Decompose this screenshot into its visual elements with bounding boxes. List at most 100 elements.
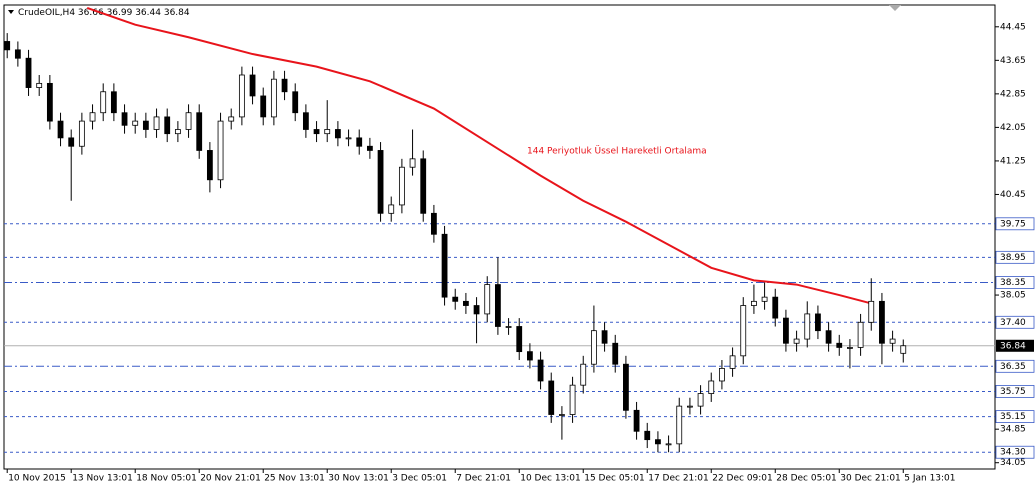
level-label-box bbox=[995, 359, 1035, 373]
candle-body bbox=[281, 78, 288, 93]
candle-body bbox=[687, 405, 693, 408]
ohlc-high: 36.99 bbox=[107, 8, 133, 18]
candle-body bbox=[740, 305, 747, 357]
candle-body bbox=[633, 409, 640, 432]
candle-body bbox=[132, 120, 139, 126]
candle-body bbox=[238, 74, 245, 118]
moving-average bbox=[86, 6, 872, 305]
candle-body bbox=[68, 137, 75, 147]
candle-body bbox=[324, 129, 331, 135]
candle-body bbox=[36, 82, 43, 88]
candle-body bbox=[313, 129, 320, 135]
candle-body bbox=[153, 116, 160, 130]
candle-body bbox=[494, 284, 501, 327]
header: CrudeOIL,H4 36.66 36.99 36.44 36.84 bbox=[8, 8, 190, 18]
x-tick-label: 10 Dec 13:01 bbox=[520, 474, 581, 484]
candle-body bbox=[462, 300, 469, 306]
y-tick-label: 43.65 bbox=[1000, 56, 1026, 66]
candle-body bbox=[889, 338, 896, 344]
candle-body bbox=[110, 91, 117, 114]
ohlc-low: 36.44 bbox=[135, 8, 161, 18]
candle-body bbox=[623, 363, 629, 411]
y-tick-label: 42.05 bbox=[1000, 123, 1026, 133]
current-price-box bbox=[996, 339, 1034, 352]
level-label-box bbox=[995, 315, 1035, 329]
candle-body bbox=[25, 57, 32, 88]
candle-body bbox=[249, 74, 256, 97]
candle-body bbox=[729, 355, 736, 369]
x-tick-label: 18 Nov 05:01 bbox=[136, 474, 197, 484]
level-label: 37.40 bbox=[1000, 318, 1026, 328]
menu-arrow bbox=[8, 10, 14, 14]
level-label-box bbox=[995, 410, 1035, 424]
x-tick-label: 7 Dec 21:01 bbox=[456, 474, 511, 484]
x-tick-label: 30 Dec 21:01 bbox=[840, 474, 901, 484]
x-tick-label: 15 Dec 05:01 bbox=[584, 474, 645, 484]
candle-body bbox=[142, 120, 149, 130]
candle-body bbox=[516, 326, 523, 353]
candle-body bbox=[473, 305, 480, 315]
x-tick-label: 10 Nov 2015 bbox=[8, 474, 66, 484]
candle-body bbox=[644, 430, 651, 441]
candle-body bbox=[78, 120, 85, 147]
candle-body bbox=[452, 296, 459, 302]
x-tick-label: 28 Dec 05:01 bbox=[776, 474, 837, 484]
candle-body bbox=[441, 233, 448, 298]
candle-body bbox=[366, 145, 373, 151]
candle-body bbox=[377, 150, 384, 214]
level-label: 38.35 bbox=[1000, 278, 1026, 288]
ohlc-open: 36.66 bbox=[78, 8, 104, 18]
candle-body bbox=[206, 150, 213, 181]
candle-body bbox=[14, 49, 21, 59]
candle-body bbox=[484, 284, 491, 315]
candle-body bbox=[334, 129, 341, 139]
candle-body bbox=[825, 330, 832, 344]
candle-body bbox=[505, 326, 512, 328]
level-label: 39.75 bbox=[1000, 219, 1026, 229]
candle-body bbox=[46, 82, 53, 122]
candle-body bbox=[708, 380, 715, 394]
x-tick-label: 30 Nov 13:01 bbox=[328, 474, 389, 484]
x-tick-label: 13 Nov 13:01 bbox=[72, 474, 133, 484]
level-label-box bbox=[995, 276, 1035, 289]
candle-body bbox=[270, 78, 277, 118]
candle-body bbox=[868, 300, 875, 323]
candle-body bbox=[302, 112, 309, 130]
candle-body bbox=[847, 347, 853, 349]
candle-body bbox=[655, 439, 661, 445]
level-label: 38.95 bbox=[1000, 253, 1026, 263]
ohlc-close: 36.84 bbox=[164, 8, 190, 18]
y-tick-label: 44.45 bbox=[1000, 22, 1026, 32]
candle-body bbox=[761, 296, 768, 302]
candle-body bbox=[121, 112, 128, 126]
candle-body bbox=[665, 443, 672, 446]
candle-body bbox=[260, 95, 267, 118]
level-label: 35.75 bbox=[1000, 387, 1026, 397]
candle-body bbox=[356, 137, 363, 147]
candle-body bbox=[559, 414, 565, 416]
candle-body bbox=[388, 204, 395, 214]
x-tick-label: 3 Dec 05:01 bbox=[392, 474, 447, 484]
candle-body bbox=[420, 158, 427, 214]
candle-body bbox=[89, 112, 96, 122]
candle-body bbox=[100, 91, 107, 114]
annotation: 144 Periyotluk Üssel Hareketli Ortalama bbox=[527, 146, 707, 157]
x-tick-label: 22 Dec 09:01 bbox=[712, 474, 773, 484]
level-label-box bbox=[995, 445, 1035, 459]
candle-body bbox=[772, 296, 779, 319]
candle-body bbox=[783, 317, 789, 344]
candle-body bbox=[591, 330, 597, 365]
candle-body bbox=[580, 363, 587, 386]
level-label: 35.15 bbox=[1000, 412, 1026, 422]
candle-body bbox=[719, 368, 725, 382]
y-tick-label: 41.25 bbox=[1000, 156, 1026, 166]
candle-body bbox=[185, 112, 192, 130]
candle-body bbox=[793, 338, 800, 344]
plot-frame bbox=[3, 4, 996, 470]
candle-body bbox=[548, 380, 555, 415]
level-label-box bbox=[995, 385, 1035, 398]
candle-body bbox=[164, 116, 171, 135]
y-tick-label: 34.05 bbox=[1000, 458, 1026, 468]
candle-body bbox=[430, 212, 437, 235]
candle-body bbox=[836, 342, 843, 348]
